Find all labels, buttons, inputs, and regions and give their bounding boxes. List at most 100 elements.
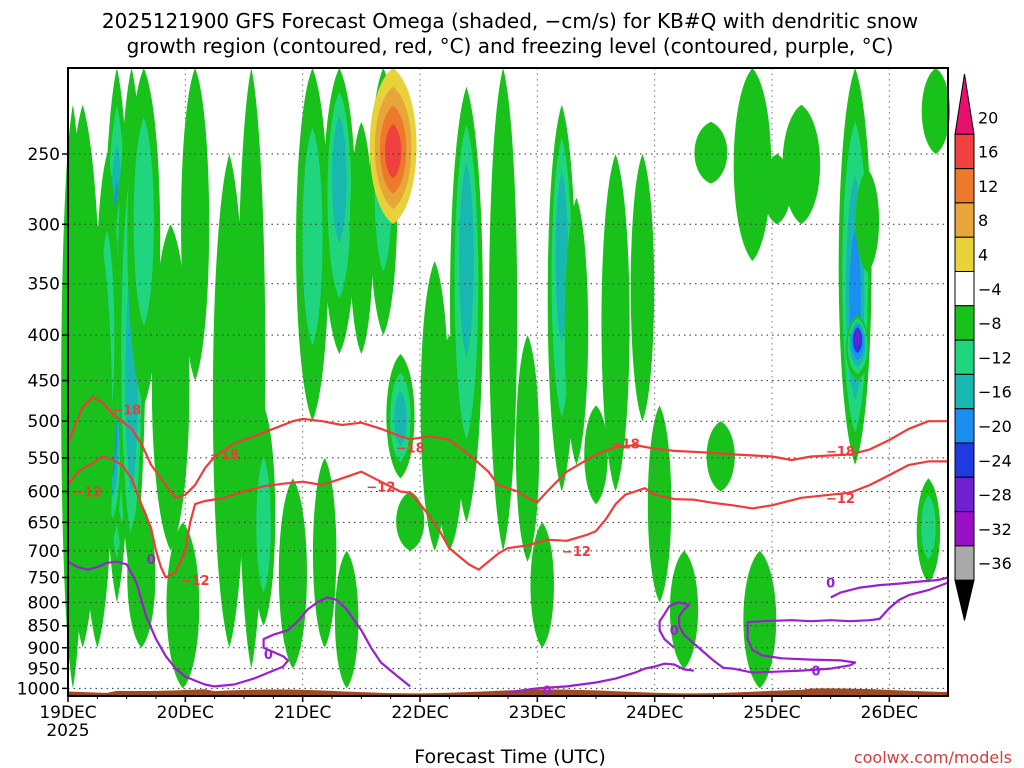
y-tick-label: 300 — [28, 215, 60, 235]
omega-band — [647, 405, 672, 603]
omega-shade-cell — [396, 491, 425, 551]
omega-band — [630, 154, 655, 422]
chart-title-line-2: growth region (contoured, red, °C) and f… — [127, 34, 894, 58]
omega-shade-cell — [166, 522, 200, 689]
colorbar-swatch — [954, 545, 975, 581]
omega-band — [743, 550, 777, 689]
omega-band — [322, 68, 356, 354]
y-tick-label: 950 — [28, 660, 60, 680]
omega-shade-cell — [564, 197, 589, 465]
omega-band — [278, 478, 307, 669]
colorbar-label: −24 — [978, 451, 1012, 470]
contour-label: 0 — [670, 624, 679, 639]
y-tick-label: 500 — [28, 412, 60, 432]
gridlines — [67, 68, 948, 696]
contour-label: −18 — [112, 403, 141, 418]
y-axis-pressure: 2503003504004505005506006507007508008509… — [17, 145, 68, 699]
y-tick-label: 450 — [28, 372, 60, 392]
omega-shade-cell — [630, 154, 655, 422]
colorbar-swatch — [954, 373, 975, 410]
contour-label: 0 — [147, 553, 156, 568]
omega-band — [694, 121, 728, 184]
colorbar-swatch — [954, 202, 975, 238]
omega-shade-cell — [515, 335, 540, 562]
colorbar-swatch — [954, 133, 975, 170]
contour-label: −18 — [210, 448, 239, 463]
dgz-contour — [66, 396, 948, 504]
contour-layer — [66, 396, 949, 694]
y-tick-label: 250 — [28, 145, 60, 165]
freezing-level-contour — [67, 560, 411, 688]
omega-band — [530, 522, 554, 648]
omega-shade-cell — [489, 68, 518, 551]
omega-shade-cell — [733, 68, 772, 262]
y-tick-label: 400 — [28, 326, 60, 346]
y-tick-label: 900 — [28, 639, 60, 659]
omega-band — [855, 169, 880, 273]
colorbar-swatch — [954, 408, 975, 444]
y-tick-label: 550 — [28, 449, 60, 469]
omega-shade-cell — [133, 117, 154, 326]
y-tick-label: 600 — [28, 482, 60, 502]
omega-shade-cell — [127, 504, 156, 648]
colorbar-swatch — [954, 579, 975, 621]
colorbar-label: 20 — [978, 108, 998, 127]
contour-label: −12 — [366, 480, 395, 495]
y-tick-label: 800 — [28, 593, 60, 613]
colorbar-swatch — [954, 305, 975, 341]
chart-title-line-1: 2025121900 GFS Forecast Omega (shaded, −… — [102, 9, 918, 33]
omega-shade-cell — [349, 121, 374, 354]
contour-label: −12 — [562, 545, 591, 560]
omega-band — [212, 154, 246, 648]
freezing-level-contour — [830, 576, 949, 599]
contour-label: −18 — [611, 438, 640, 453]
omega-band — [515, 335, 540, 562]
colorbar: 20 16 12 8 4 −4 −8 −12 −16 −20 −24 −28 −32 −36 — [954, 73, 1012, 621]
omega-shade-cell — [854, 330, 861, 347]
omega-band — [312, 457, 337, 648]
plot-area: −18 −18 −18 −18 −18 −12 −12 −12 −12 −12 0 0 0 0 0 0 — [61, 67, 950, 699]
omega-shade-cell — [334, 550, 359, 689]
omega-band — [369, 68, 417, 225]
omega-shade-cell — [743, 550, 777, 689]
contour-label: 0 — [264, 648, 273, 663]
omega-shade-cell — [601, 154, 630, 492]
colorbar-swatch — [954, 168, 975, 204]
omega-shade-cell — [706, 421, 735, 492]
omega-shade-cell — [855, 169, 880, 273]
omega-shade-cell — [394, 391, 407, 447]
omega-band — [916, 478, 941, 583]
freezing-level-contour — [507, 662, 694, 694]
colorbar-swatch — [954, 339, 975, 375]
x-tick-label: 21DEC — [274, 703, 331, 723]
omega-shade-cell — [302, 128, 323, 346]
omega-shade-cell — [212, 154, 246, 648]
omega-band — [151, 224, 190, 551]
omega-band — [489, 68, 518, 551]
omega-shade-cell — [782, 104, 821, 225]
y-tick-label: 750 — [28, 568, 60, 588]
omega-shade-cell — [384, 124, 402, 179]
credit-text: coolwx.com/models — [854, 748, 1012, 767]
colorbar-label: −16 — [978, 383, 1012, 402]
colorbar-label: −36 — [978, 554, 1012, 573]
omega-band — [251, 405, 276, 626]
omega-band — [450, 86, 483, 523]
omega-band — [296, 68, 329, 422]
colorbar-swatch — [954, 476, 975, 513]
omega-band — [349, 121, 374, 354]
contour-label: −12 — [826, 492, 855, 507]
colorbar-label: −20 — [978, 417, 1012, 436]
x-tick-label: 25DEC — [743, 703, 800, 723]
colorbar-swatch — [954, 511, 975, 547]
x-tick-label: 23DEC — [509, 703, 566, 723]
colorbar-swatch — [954, 442, 975, 478]
contour-label: −18 — [826, 445, 855, 460]
x-tick-label: 20DEC — [157, 703, 214, 723]
y-tick-label: 850 — [28, 617, 60, 637]
contour-label: −18 — [396, 441, 425, 456]
dgz-contour — [67, 455, 948, 579]
omega-band — [733, 68, 772, 262]
omega-band — [334, 550, 359, 689]
